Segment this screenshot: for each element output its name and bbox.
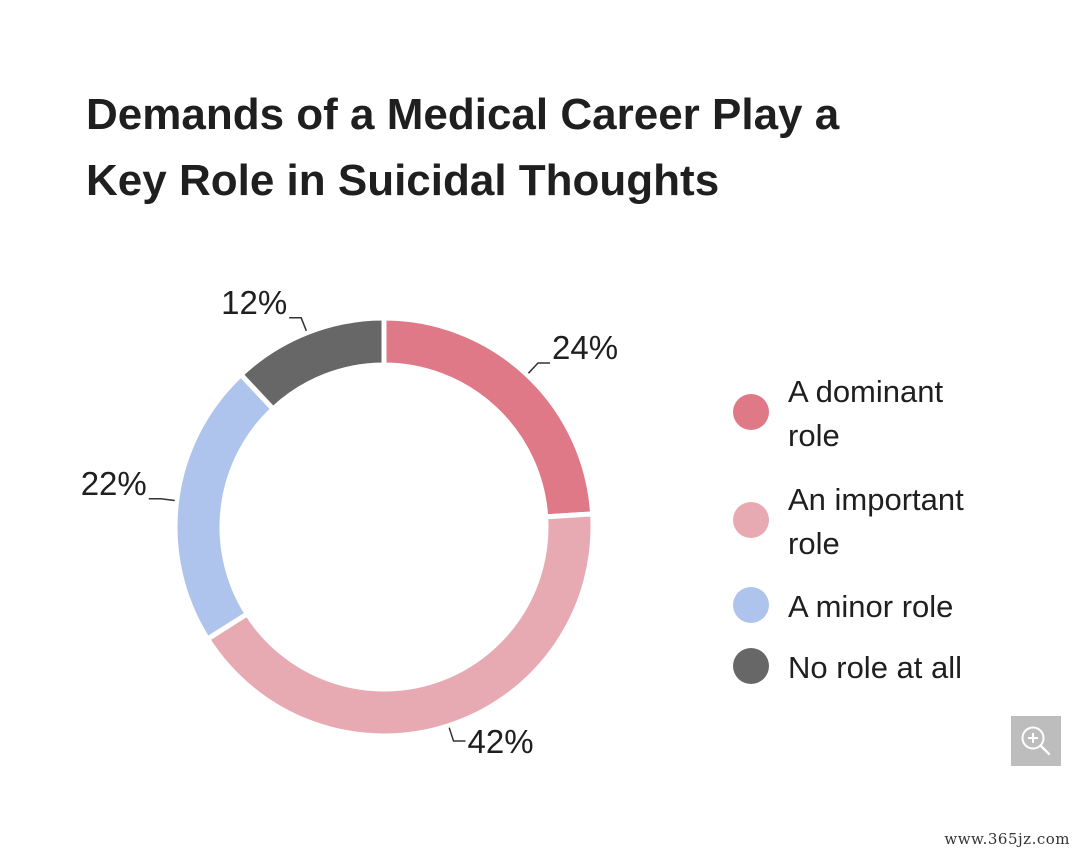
legend-label-line: role (788, 418, 840, 453)
legend-label-minor-role: A minor role (788, 585, 1008, 629)
data-label-minor-role: 22% (81, 465, 147, 502)
chart-title-line-2: Key Role in Suicidal Thoughts (86, 156, 720, 205)
legend-item-no-role: No role at all (733, 646, 1008, 690)
donut-slice-no-role (238, 315, 387, 412)
data-label-no-role: 12% (221, 284, 287, 321)
legend-label-line: A minor role (788, 589, 954, 624)
leader-line-no-role (289, 317, 308, 332)
watermark: www.365jz.com (944, 830, 1070, 848)
leader-line-important-role (448, 727, 466, 742)
legend-swatch-important-role (733, 502, 769, 538)
legend-label-no-role: No role at all (788, 646, 1008, 690)
donut-slice-important-role (205, 511, 596, 739)
data-label-important-role: 42% (468, 723, 534, 760)
legend-label-line: role (788, 526, 840, 561)
zoom-in-icon (1021, 726, 1051, 756)
legend-swatch-dominant-role (733, 394, 769, 430)
legend-label-dominant-role: A dominant role (788, 370, 1008, 458)
legend-item-dominant-role: A dominant role (733, 370, 1008, 458)
data-label-dominant-role: 24% (552, 329, 618, 366)
legend-label-line: An important (788, 482, 964, 517)
chart-title-line-1: Demands of a Medical Career Play a (86, 90, 840, 139)
legend-label-line: No role at all (788, 650, 963, 685)
legend-swatch-no-role (733, 648, 769, 684)
legend-label-line: A dominant (788, 374, 944, 409)
leader-line-dominant-role (527, 362, 551, 374)
donut-slice-minor-role (172, 372, 276, 642)
chart-title: Demands of a Medical Career Play a Key R… (86, 82, 966, 214)
legend-swatch-minor-role (733, 587, 769, 623)
leader-line-minor-role (148, 498, 175, 502)
legend-item-minor-role: A minor role (733, 585, 1008, 629)
legend-item-important-role: An important role (733, 478, 1008, 566)
legend-label-important-role: An important role (788, 478, 1008, 566)
zoom-in-button[interactable] (1011, 716, 1061, 766)
